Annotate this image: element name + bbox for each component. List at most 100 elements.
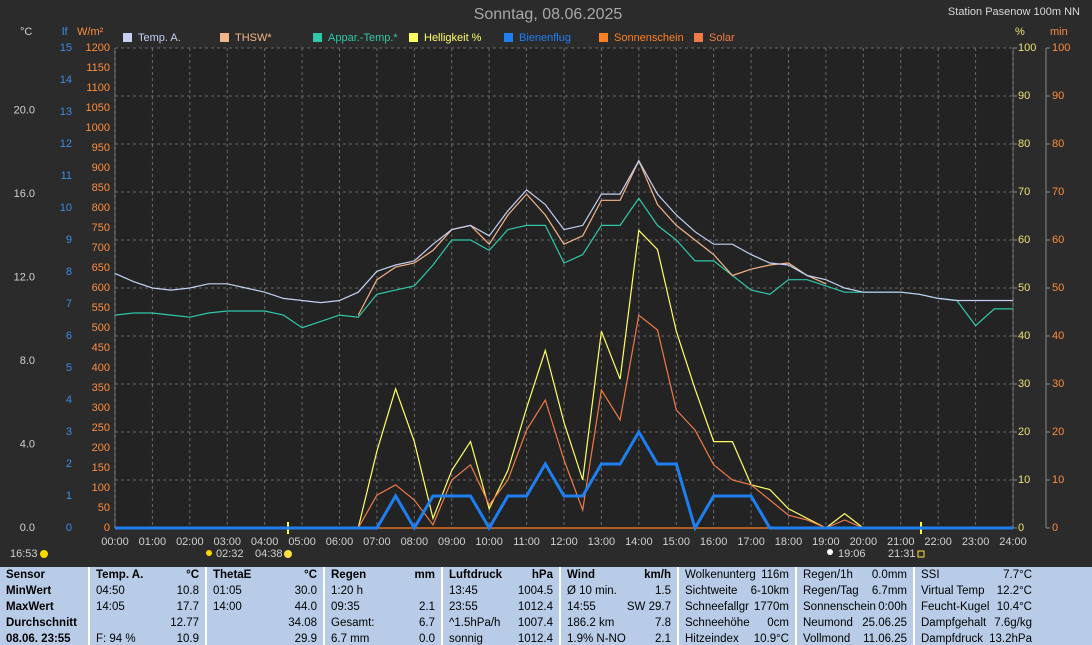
stats-row: 09:35 2.1 [331, 599, 435, 615]
stats-column: Regen/1h 0.0mm Regen/Tag 6.7mm Sonnenschein 0… [795, 567, 913, 645]
stats-cell: mm [414, 569, 435, 581]
stats-row: Temp. A. °C [96, 567, 199, 583]
stats-cell: 1:20 h [331, 585, 363, 597]
x-tick-label: 13:00 [588, 536, 616, 548]
y-tick-label: 1100 [86, 82, 110, 94]
y-tick-label: 40 [1018, 330, 1030, 342]
y-tick-label: 900 [92, 162, 110, 174]
legend-label: THSW* [235, 32, 272, 44]
y-tick-label: 6 [66, 330, 72, 342]
stats-cell: MinWert [6, 585, 52, 597]
y-tick-label: 550 [92, 302, 110, 314]
x-tick-label: 12:00 [550, 536, 578, 548]
stats-cell: 186.2 km [567, 617, 615, 629]
stats-cell: 17.7 [176, 601, 199, 613]
x-tick-label: 10:00 [475, 536, 503, 548]
stats-cell: 25.06.25 [862, 617, 907, 629]
y-tick-label: 1150 [86, 62, 110, 74]
legend-label: Temp. A. [138, 32, 181, 44]
stats-cell: SW 29.7 [626, 601, 671, 613]
stats-row: MaxWert [6, 599, 82, 615]
y-tick-label: 0 [104, 522, 110, 534]
stats-cell: sonnig [449, 633, 483, 645]
legend-swatch [504, 33, 513, 42]
stats-row: 186.2 km 7.8 [567, 615, 671, 631]
stats-cell: Schneehöhe [685, 617, 750, 629]
stats-row: ThetaE °C [213, 567, 317, 583]
event-icon [284, 550, 292, 558]
stats-cell: 13:45 [449, 585, 478, 597]
stats-row: Sensor [6, 567, 82, 583]
stats-row: Wind km/h [567, 567, 671, 583]
stats-cell: Virtual Temp [921, 585, 985, 597]
stats-cell: 6.7mm [871, 585, 907, 597]
legend-swatch [123, 33, 132, 42]
y-tick-label: 0 [66, 522, 72, 534]
y-tick-label: 70 [1018, 186, 1030, 198]
x-tick-label: 21:00 [887, 536, 915, 548]
stats-cell: 116m [761, 569, 789, 581]
stats-row: Vollmond 11.06.25 [803, 631, 907, 645]
y-tick-label: 1050 [86, 102, 110, 114]
stats-row: Schneefallgr 1770m [685, 599, 789, 615]
y-tick-label: 70 [1052, 186, 1064, 198]
x-tick-label: 06:00 [326, 536, 354, 548]
y-tick-label: 0.0 [20, 522, 35, 534]
stats-cell: 04:50 [96, 585, 125, 597]
stats-cell: Hitzeindex [685, 633, 739, 645]
stats-cell: 1012.4 [517, 633, 553, 645]
stats-row: Hitzeindex 10.9°C [685, 631, 789, 645]
unit-label: min [1050, 26, 1068, 38]
series-line [114, 159, 1013, 304]
unit-label: lf [62, 26, 68, 38]
y-tick-label: 8.0 [20, 355, 35, 367]
stats-row: MinWert [6, 583, 82, 599]
y-tick-label: 50 [1018, 282, 1030, 294]
stats-cell: 1004.5 [517, 585, 553, 597]
stats-cell: Ø 10 min. [567, 585, 617, 597]
y-tick-label: 80 [1018, 138, 1030, 150]
y-tick-label: 12 [60, 138, 72, 150]
y-tick-label: 16.0 [14, 188, 35, 200]
x-tick-label: 15:00 [662, 536, 690, 548]
stats-column: Wind km/h Ø 10 min. 1.5 14:55 SW 29.7 186.2 km… [559, 567, 677, 645]
legend-swatch [694, 33, 703, 42]
stats-column: Temp. A. °C 04:50 10.8 14:05 17.7 12.77 F: 94 %… [88, 567, 205, 645]
stats-cell: MaxWert [6, 601, 54, 613]
chart: Sonntag, 08.06.2025 Station Pasenow 100m… [10, 6, 1080, 560]
stats-column: Regen mm 1:20 h 09:35 2.1 Gesamt: 6.7 6.7 mm 0.0 [323, 567, 441, 645]
stats-column: ThetaE °C 01:05 30.0 14:00 44.0 34.08 29.9 [205, 567, 323, 645]
station: Station Pasenow 100m NN [948, 6, 1080, 18]
stats-cell: 23:55 [449, 601, 478, 613]
y-tick-label: 20.0 [14, 105, 35, 117]
stats-cell: 10.4°C [996, 601, 1032, 613]
legend-label: Solar [709, 32, 735, 44]
stats-cell: 12.2°C [996, 585, 1032, 597]
stats-row: Virtual Temp 12.2°C [921, 583, 1032, 599]
x-tick-label: 20:00 [850, 536, 878, 548]
stats-cell: 2.1 [655, 633, 671, 645]
x-tick-label: 09:00 [438, 536, 466, 548]
y-tick-label: 1 [66, 490, 72, 502]
event-time: 04:38 [255, 548, 283, 560]
y-tick-label: 4.0 [20, 438, 35, 450]
stats-row: 34.08 [213, 615, 317, 631]
stats-cell: Luftdruck [449, 569, 503, 581]
y-tick-label: 60 [1052, 234, 1064, 246]
y-tick-label: 20 [1018, 426, 1030, 438]
stats-cell: 7.8 [655, 617, 671, 629]
x-tick-label: 08:00 [401, 536, 429, 548]
stats-cell: 6-10km [750, 585, 789, 597]
stats-row: Schneehöhe 0cm [685, 615, 789, 631]
stats-cell: Regen/Tag [803, 585, 859, 597]
stats-row: 29.9 [213, 631, 317, 645]
y-tick-label: 4 [66, 394, 72, 406]
legend-swatch [599, 33, 608, 42]
x-tick-label: 24:00 [999, 536, 1027, 548]
y-tick-label: 2 [66, 458, 72, 470]
y-tick-label: 90 [1052, 90, 1064, 102]
stats-cell: 0cm [767, 617, 789, 629]
stats-row: 13:45 1004.5 [449, 583, 553, 599]
y-tick-label: 13 [60, 106, 72, 118]
stats-cell: 14:05 [96, 601, 125, 613]
